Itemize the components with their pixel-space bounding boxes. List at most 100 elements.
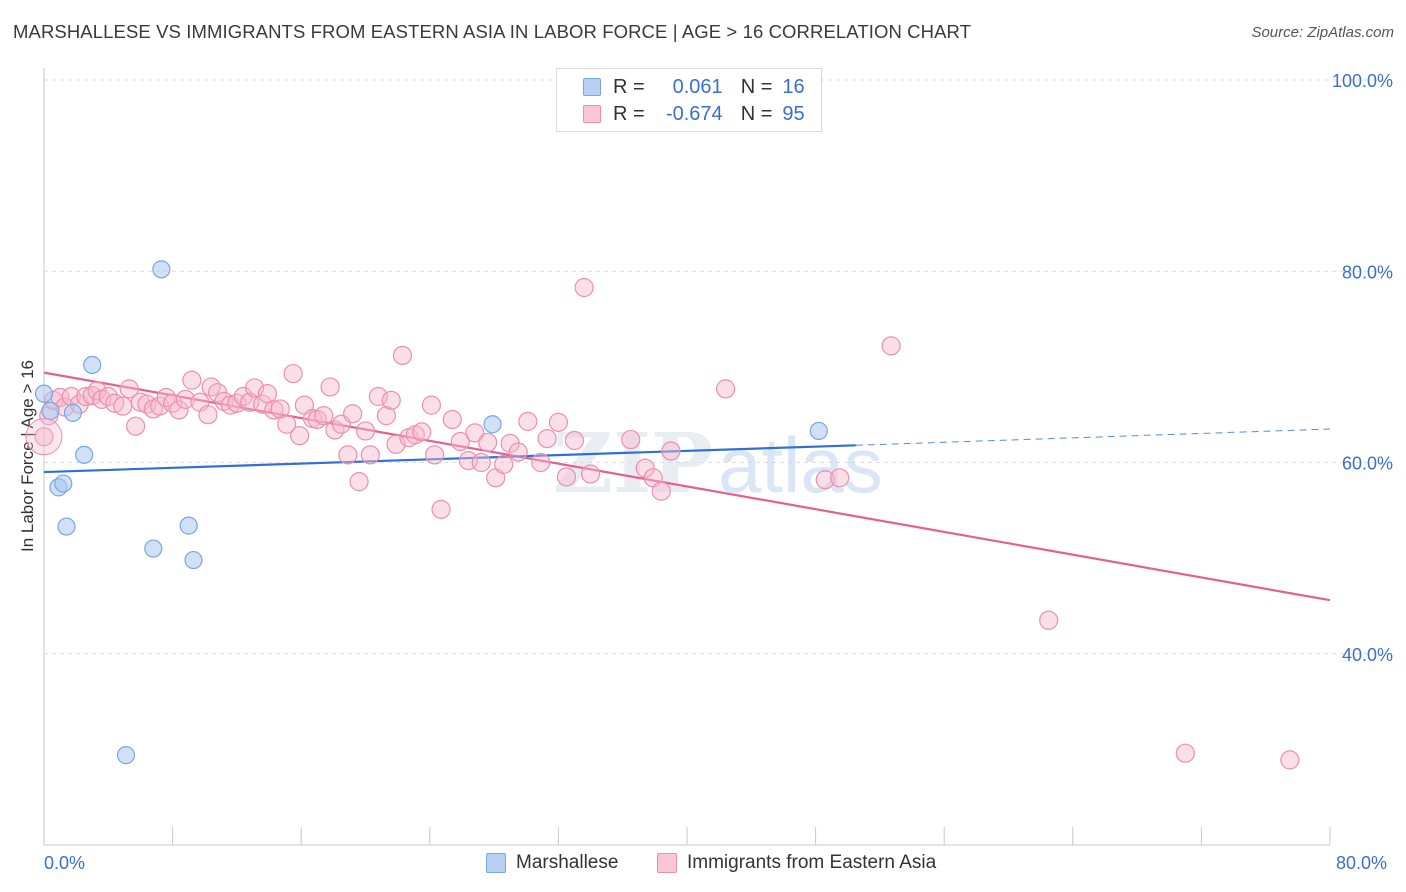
y-tick-label: 80.0%	[1342, 262, 1393, 282]
y-tick-label: 40.0%	[1342, 645, 1393, 665]
point-immigrants	[478, 432, 498, 453]
chart-title: MARSHALLESE VS IMMIGRANTS FROM EASTERN A…	[13, 21, 972, 42]
point-immigrants-large	[25, 418, 63, 456]
series-legend-marshallese: Marshallese	[486, 852, 618, 874]
point-immigrants	[264, 400, 284, 420]
point-immigrants	[34, 427, 54, 447]
point-marshallese	[144, 539, 163, 558]
watermark: ZIP atlas	[553, 416, 883, 512]
point-immigrants	[442, 409, 462, 430]
series-label-marshallese: Marshallese	[516, 852, 619, 873]
trendline-immigrants	[43, 371, 1331, 602]
correlation-legend: R = 0.061 N = 16 R = -0.674 N = 95	[556, 68, 822, 132]
series-legend: Marshallese Immigrants from Eastern Asia	[0, 852, 1406, 878]
point-immigrants	[113, 396, 133, 416]
point-immigrants	[815, 470, 835, 490]
point-immigrants	[574, 277, 594, 298]
point-immigrants	[471, 452, 491, 473]
point-immigrants	[283, 363, 303, 384]
point-immigrants	[119, 379, 139, 399]
point-immigrants	[126, 416, 146, 436]
point-marshallese	[809, 421, 828, 441]
point-immigrants	[412, 422, 432, 442]
point-marshallese	[57, 517, 76, 536]
point-immigrants	[169, 400, 189, 420]
series-swatch-immigrants	[657, 853, 677, 873]
grid-lines	[44, 79, 1392, 655]
x-tick-label-min: 0.0%	[44, 853, 86, 873]
legend-n-key: N =	[740, 102, 773, 125]
series-legend-immigrants: Immigrants from Eastern Asia	[657, 852, 936, 874]
point-immigrants	[198, 405, 218, 425]
point-immigrants	[508, 442, 528, 462]
legend-row-immigrants: R = -0.674 N = 95	[583, 101, 805, 127]
legend-r-key: R =	[613, 102, 645, 125]
point-immigrants	[881, 336, 901, 356]
point-immigrants	[289, 426, 310, 446]
point-immigrants	[564, 430, 585, 451]
point-immigrants	[425, 445, 445, 465]
point-immigrants	[76, 386, 96, 407]
point-marshallese	[34, 384, 54, 403]
point-immigrants	[494, 454, 514, 475]
point-marshallese	[152, 260, 171, 279]
point-immigrants	[314, 406, 334, 426]
point-immigrants	[1039, 610, 1059, 630]
point-immigrants	[518, 411, 538, 431]
point-marshallese	[75, 445, 94, 464]
point-immigrants	[431, 499, 451, 519]
series-label-immigrants: Immigrants from Eastern Asia	[687, 852, 937, 873]
x-tick-label-max: 80.0%	[1336, 853, 1388, 873]
y-tick-labels: 40.0% 60.0% 80.0% 100.0%	[1332, 71, 1393, 665]
point-immigrants	[277, 414, 297, 434]
trend-lines	[43, 371, 1331, 602]
point-immigrants	[338, 445, 358, 465]
point-marshallese	[184, 550, 203, 570]
point-marshallese	[54, 474, 73, 493]
point-immigrants	[253, 394, 273, 414]
y-tick-label: 100.0%	[1332, 71, 1393, 91]
point-immigrants	[257, 384, 278, 404]
point-immigrants	[421, 395, 442, 415]
legend-row-marshallese: R = 0.061 N = 16	[583, 74, 805, 100]
point-marshallese	[116, 746, 136, 765]
trendline-marshallese-extension	[855, 428, 1331, 446]
point-immigrants	[531, 452, 551, 473]
point-immigrants	[376, 406, 396, 426]
legend-n-value: 95	[782, 102, 805, 125]
point-marshallese	[83, 355, 102, 375]
point-immigrants	[182, 370, 202, 390]
point-marshallese	[179, 516, 198, 535]
point-marshallese	[63, 403, 83, 422]
axes	[43, 68, 1331, 846]
point-immigrants	[635, 458, 655, 478]
point-immigrants	[1175, 743, 1195, 763]
legend-r-key: R =	[613, 75, 645, 98]
point-immigrants	[343, 404, 363, 424]
legend-n-key: N =	[740, 75, 773, 98]
point-immigrants	[368, 386, 388, 407]
watermark-zip: ZIP	[553, 416, 713, 512]
point-immigrants	[465, 423, 485, 443]
point-immigrants	[175, 389, 196, 409]
point-immigrants	[830, 468, 850, 488]
point-immigrants	[715, 379, 736, 399]
point-immigrants	[537, 428, 557, 449]
point-immigrants	[355, 421, 376, 441]
watermark-atlas: atlas	[718, 421, 883, 509]
point-immigrants	[450, 431, 470, 452]
legend-r-value: 0.061	[672, 75, 723, 98]
point-immigrants	[1280, 750, 1300, 770]
series-swatch-marshallese	[486, 853, 506, 873]
point-immigrants	[320, 377, 340, 397]
point-immigrants	[548, 412, 569, 432]
point-immigrants	[651, 481, 671, 501]
point-immigrants	[556, 467, 577, 487]
point-immigrants	[621, 429, 641, 450]
point-immigrants	[381, 390, 401, 410]
point-marshallese	[483, 415, 502, 434]
legend-swatch-immigrants	[583, 105, 601, 123]
point-immigrants	[392, 345, 413, 365]
point-immigrants	[349, 472, 369, 492]
